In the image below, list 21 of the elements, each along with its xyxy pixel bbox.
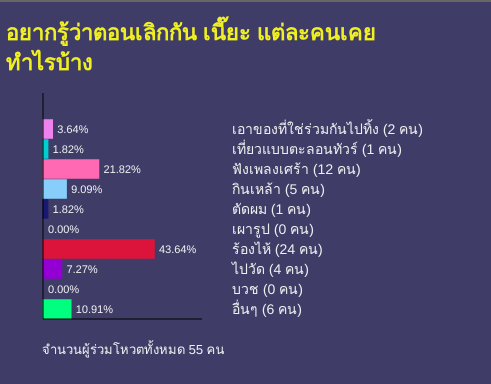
y-tick-label: ไปวัด (4 คน) <box>231 261 309 277</box>
data-label: 7.27% <box>66 264 98 276</box>
data-label: 0.00% <box>48 284 80 296</box>
y-tick-label: เอาของที่ใช่ร่วมกันไปทิ้ง (2 คน) <box>232 119 423 137</box>
data-label: 43.64% <box>159 244 197 256</box>
data-label: 3.64% <box>57 124 89 136</box>
y-tick-label: กินเหล้า (5 คน) <box>232 181 325 197</box>
data-label: 1.82% <box>52 204 84 216</box>
data-label: 10.91% <box>76 304 114 316</box>
y-tick-label: อื่นๆ (6 คน) <box>232 300 302 317</box>
y-tick-label: เผารูป (0 คน) <box>232 221 314 238</box>
data-label: 0.00% <box>48 224 80 236</box>
y-tick-label: ตัดผม (1 คน) <box>232 201 311 217</box>
data-label: 9.09% <box>71 184 103 196</box>
text: จำนวนผู้ร่วมโหวตทั้งหมด 55 คน <box>42 340 225 358</box>
data-label: 21.82% <box>104 164 142 176</box>
y-tick-label: ฟังเพลงเศร้า (12 คน) <box>232 161 361 177</box>
y-tick-label: ร้องไห้ (24 คน) <box>232 241 323 257</box>
y-tick-label: เที่ยวแบบตะลอนทัวร์ (1 คน) <box>232 140 402 157</box>
y-tick-label: บวช (0 คน) <box>232 281 303 297</box>
data-label: 1.82% <box>52 144 84 156</box>
